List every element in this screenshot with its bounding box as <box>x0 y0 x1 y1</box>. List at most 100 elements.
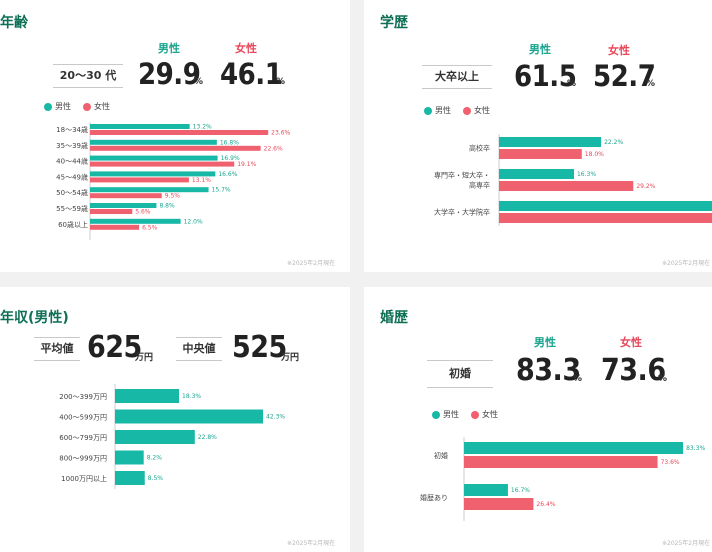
age-card: 年齢 男性 女性 20〜30 代 29.9 % 46.1 % 男性 女性 18〜… <box>0 0 350 272</box>
age-female-unit: % <box>276 77 286 87</box>
data-label: 19.1% <box>237 161 256 168</box>
data-label: 29.2% <box>636 183 655 190</box>
category-label: 18〜34歳 <box>56 125 88 134</box>
male-bar <box>115 471 145 485</box>
female-bar <box>90 209 133 214</box>
female-legend-dot <box>463 106 471 115</box>
marriage-female-unit: % <box>658 374 668 384</box>
income-median-unit: 万円 <box>281 353 300 363</box>
male-bar <box>115 409 264 424</box>
data-label: 22.6% <box>264 145 283 152</box>
male-bar <box>499 169 574 179</box>
category-label: 55〜59歳 <box>56 204 88 213</box>
data-label: 9.5% <box>165 193 181 200</box>
age-female-value: 46.1 <box>220 57 283 91</box>
female-legend-label: 女性 <box>94 102 110 111</box>
female-bar <box>464 498 534 510</box>
data-label: 42.3% <box>266 414 285 421</box>
age-male-unit: % <box>194 77 204 87</box>
category-label: 40〜44歳 <box>56 157 88 166</box>
edu-title: 学歴 <box>380 15 408 31</box>
male-legend-dot <box>424 106 432 115</box>
income-chart: 200〜399万円 18.3% 400〜599万円 42.3% 600〜799万円 22.… <box>59 384 285 489</box>
marriage-chart: 初婚 83.3% 73.6% 婚歴あり 16.7% 26.4% <box>420 437 705 521</box>
male-bar <box>90 203 157 208</box>
data-label: 22.2% <box>604 139 623 146</box>
data-label: 22.8% <box>198 434 217 441</box>
male-legend-dot <box>432 410 440 419</box>
male-legend-label: 男性 <box>443 410 459 419</box>
female-bar <box>499 213 712 223</box>
male-legend-label: 男性 <box>435 106 451 115</box>
male-legend-dot <box>44 102 52 111</box>
income-avg-value: 625 <box>87 330 142 365</box>
data-label: 13.1% <box>192 177 211 184</box>
data-label: 8.8% <box>159 203 175 210</box>
female-bar <box>90 193 162 199</box>
male-bar <box>464 484 508 496</box>
marriage-legend: 男性 女性 <box>432 409 498 420</box>
female-legend-label: 女性 <box>474 106 490 115</box>
income-median-value: 525 <box>232 330 287 365</box>
income-title: 年収(男性) <box>0 310 69 326</box>
age-female-header: 女性 <box>235 42 257 55</box>
edu-note: ※2025年2月現在 <box>662 260 711 267</box>
male-bar <box>90 218 181 224</box>
data-label: 16.3% <box>577 171 596 178</box>
data-label: 16.7% <box>511 487 530 494</box>
category-label: 初婚 <box>434 451 448 460</box>
marriage-female-header: 女性 <box>620 336 642 349</box>
female-legend-label: 女性 <box>482 410 498 419</box>
male-bar <box>90 187 209 193</box>
category-label: 800〜999万円 <box>59 454 107 462</box>
category-label: 50〜54歳 <box>56 188 88 197</box>
data-label: 18.3% <box>182 393 201 400</box>
age-chart: 18〜34歳 13.2% 23.6% 35〜39歳 16.8% 22.6% 40〜44歳 16… <box>56 122 291 240</box>
marriage-female-value: 73.6 <box>601 353 666 388</box>
category-label: 専門卒・短大卒・ <box>434 170 490 179</box>
male-bar <box>90 155 218 161</box>
age-note: ※2025年2月現在 <box>287 260 336 267</box>
male-bar <box>90 139 217 145</box>
age-title: 年齢 <box>0 15 28 31</box>
edu-legend: 男性 女性 <box>424 105 490 116</box>
data-label: 8.5% <box>148 475 164 482</box>
female-bar <box>464 456 658 468</box>
income-median-label: 中央値 <box>176 337 222 361</box>
edu-chart: 高校卒 22.2%18.0% 専門卒・短大卒・高専卒 16.3% 29.2% 大学卒・大学… <box>434 134 712 226</box>
male-bar <box>115 389 180 403</box>
category-label: 60歳以上 <box>58 220 88 229</box>
age-legend: 男性 女性 <box>44 101 110 112</box>
age-male-header: 男性 <box>158 42 180 55</box>
marriage-note: ※2025年2月現在 <box>662 540 711 547</box>
data-label: 6.5% <box>142 224 158 231</box>
marriage-label: 初婚 <box>427 360 493 388</box>
edu-card: 学歴 男性 女性 大卒以上 61.5 % 52.7 % 男性 女性 高校卒 22.… <box>364 0 712 272</box>
edu-male-value: 61.5 <box>514 59 577 93</box>
category-label: 1000万円以上 <box>61 474 107 483</box>
age-range-label: 20〜30 代 <box>53 64 123 88</box>
income-card: 年収(男性) 平均値 625 万円 中央値 525 万円 200〜399万円 18… <box>0 287 350 552</box>
edu-male-unit: % <box>567 79 577 89</box>
edu-female-value: 52.7 <box>593 59 656 93</box>
data-label: 16.6% <box>218 171 237 178</box>
data-label: 5.6% <box>135 209 151 216</box>
income-avg-unit: 万円 <box>135 353 154 363</box>
data-label: 15.7% <box>212 187 231 194</box>
male-bar <box>464 442 684 454</box>
income-note: ※2025年2月現在 <box>287 540 336 547</box>
category-label: 高専卒 <box>469 180 490 189</box>
female-bar <box>90 145 261 151</box>
female-bar <box>499 149 582 159</box>
marriage-card: 婚歴 男性 女性 初婚 83.3 % 73.6 % 男性 女性 初婚 83.3% 7… <box>364 287 712 552</box>
edu-female-header: 女性 <box>608 44 630 57</box>
data-label: 26.4% <box>536 501 555 508</box>
age-male-value: 29.9 <box>138 57 201 91</box>
female-bar <box>90 130 269 135</box>
category-label: 600〜799万円 <box>59 434 107 442</box>
data-label: 12.0% <box>184 218 203 225</box>
female-legend-dot <box>83 102 91 111</box>
male-legend-label: 男性 <box>55 102 71 111</box>
edu-female-unit: % <box>646 79 656 89</box>
marriage-title: 婚歴 <box>380 310 408 326</box>
